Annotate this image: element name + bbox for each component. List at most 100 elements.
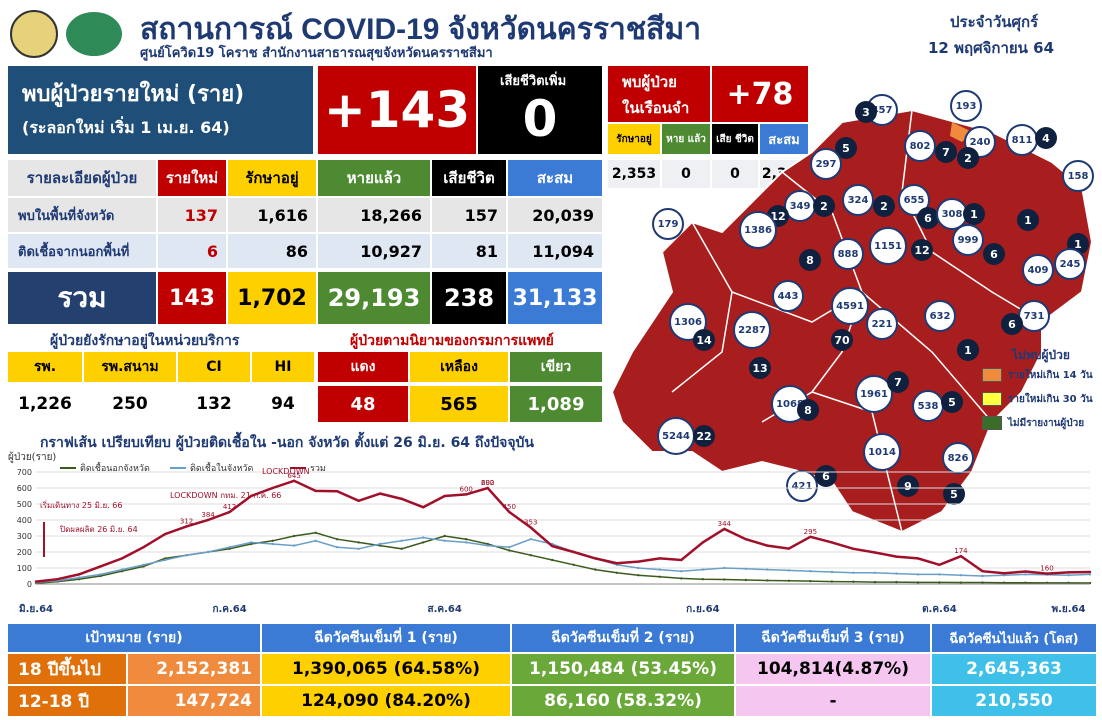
y-tick-label: 400 <box>17 516 32 525</box>
data-point <box>335 538 339 541</box>
data-point <box>314 539 317 542</box>
district-total-bubble: 811 <box>1006 124 1038 156</box>
data-point <box>723 527 726 531</box>
detail-row2-treat: 86 <box>228 234 316 268</box>
prison-header-recovered: หาย แล้ว <box>662 124 710 154</box>
data-point <box>959 554 963 558</box>
district-total-bubble: 245 <box>1054 248 1086 280</box>
district-total-bubble: 349 <box>784 190 816 222</box>
death-value: 0 <box>522 90 558 148</box>
district-new-bubble: 8 <box>797 399 819 421</box>
legend-label: ติดเชื้อในจังหวัด <box>190 462 253 474</box>
data-label: 645 <box>287 472 300 480</box>
x-tick-label: ก.ค.64 <box>212 604 246 615</box>
data-point <box>400 547 403 550</box>
detail-total-treat: 1,702 <box>228 272 316 324</box>
detail-row2-total: 11,094 <box>508 234 602 268</box>
data-point <box>637 560 640 563</box>
data-label: 353 <box>524 519 537 527</box>
data-point <box>959 581 963 584</box>
data-point <box>830 570 834 574</box>
district-new-bubble: 22 <box>693 425 715 447</box>
district-new-bubble: 6 <box>983 243 1005 265</box>
annotation: ปิดผลผลิต 26 มิ.ย. 64 <box>59 525 137 534</box>
x-tick-label: พ.ย.64 <box>1052 604 1086 615</box>
data-point <box>551 558 554 562</box>
data-point <box>873 580 877 584</box>
vac-row2-group: 12-18 ปี <box>8 686 126 716</box>
data-point <box>594 557 597 560</box>
data-point <box>981 574 984 578</box>
new-cases-label-box <box>8 66 313 154</box>
data-point <box>314 531 317 534</box>
data-point <box>895 580 898 584</box>
district-new-bubble: 3 <box>855 101 877 123</box>
data-point <box>637 574 640 577</box>
page-title: สถานการณ์ COVID-19 จังหวัดนครราชสีมา <box>140 13 702 46</box>
chart-title: กราฟเส้น เปรียบเทียบ ผู้ป่วยติดเชื้อใน -… <box>40 435 534 451</box>
prison-header-treat: รักษาอยู่ <box>608 124 660 154</box>
data-point <box>443 539 446 542</box>
treat-value-hi: 94 <box>271 394 295 414</box>
data-point <box>809 579 812 583</box>
district-new-bubble: 1 <box>1017 209 1039 231</box>
vac-header-total: ฉีดวัคซีนไปแล้ว (โดส) <box>932 624 1096 652</box>
vac-row1-group: 18 ปีขึ้นไป <box>8 654 126 684</box>
data-point <box>421 541 425 544</box>
prison-value: +78 <box>712 66 808 122</box>
data-point <box>615 562 618 565</box>
district-total-bubble: 158 <box>1062 160 1094 192</box>
data-point <box>809 570 812 573</box>
data-point <box>895 572 898 575</box>
data-point <box>1024 570 1027 573</box>
logo-right <box>64 10 124 58</box>
data-point <box>486 486 489 490</box>
district-total-bubble: 409 <box>1022 254 1054 286</box>
district-new-bubble: 6 <box>1001 313 1023 335</box>
data-label: 174 <box>954 547 968 555</box>
severity-title: ผู้ป่วยตามนิยามของกรมการแพทย์ <box>350 333 554 349</box>
district-new-bubble: 9 <box>897 475 919 497</box>
detail-total-label: รวม <box>8 272 156 324</box>
vac-row1-total: 2,645,363 <box>932 654 1096 684</box>
data-point <box>1067 581 1070 585</box>
district-new-bubble: 13 <box>749 357 771 379</box>
district-total-bubble: 802 <box>904 130 936 162</box>
annotation: เริ่มเดินทาง 25 มิ.ย. 66 <box>40 499 122 510</box>
data-point <box>1088 570 1092 574</box>
district-total-bubble: 655 <box>898 184 930 216</box>
severity-header-yellow: เหลือง <box>410 352 508 382</box>
detail-header-treat: รักษาอยู่ <box>228 160 316 196</box>
map-legend-title: ไม่พบผู้ป่วย <box>1012 348 1070 362</box>
data-point <box>658 575 661 578</box>
district-total-bubble: 538 <box>912 390 944 422</box>
data-point <box>1002 572 1006 575</box>
chart-ylabel: ผู้ป่วย(ราย) <box>8 452 57 463</box>
district-new-bubble: 2 <box>813 195 835 217</box>
y-tick-label: 600 <box>17 484 32 493</box>
data-point <box>465 538 468 541</box>
data-point <box>486 544 489 547</box>
annotation: LOCKDOWN กทม. 21 ก.ค. 66 <box>170 491 281 500</box>
data-point <box>830 580 834 583</box>
data-point <box>680 558 683 562</box>
data-point <box>981 581 984 584</box>
district-total-bubble: 193 <box>950 90 982 122</box>
data-point <box>271 542 274 546</box>
district-total-bubble: 297 <box>810 148 842 180</box>
data-label: 312 <box>180 517 193 525</box>
data-point <box>292 534 296 538</box>
y-tick-label: 300 <box>17 532 32 541</box>
data-point <box>378 542 382 546</box>
legend-swatch-yellow <box>982 392 1002 406</box>
vac-header-dose1: ฉีดวัคซีนเข็มที่ 1 (ราย) <box>262 624 510 652</box>
data-label: 384 <box>201 511 215 519</box>
district-total-bubble: 421 <box>786 470 818 502</box>
y-tick-label: 700 <box>17 468 32 477</box>
page-subtitle: ศูนย์โควิด19 โคราช สำนักงานสาธารณสุขจังห… <box>140 46 493 61</box>
detail-header-total: สะสม <box>508 160 602 196</box>
x-tick-label: ก.ย.64 <box>686 604 719 615</box>
treat-value-ci: 132 <box>196 394 232 414</box>
data-point <box>938 563 941 566</box>
death-label: เสียชีวิตเพิ่ม <box>500 74 567 89</box>
